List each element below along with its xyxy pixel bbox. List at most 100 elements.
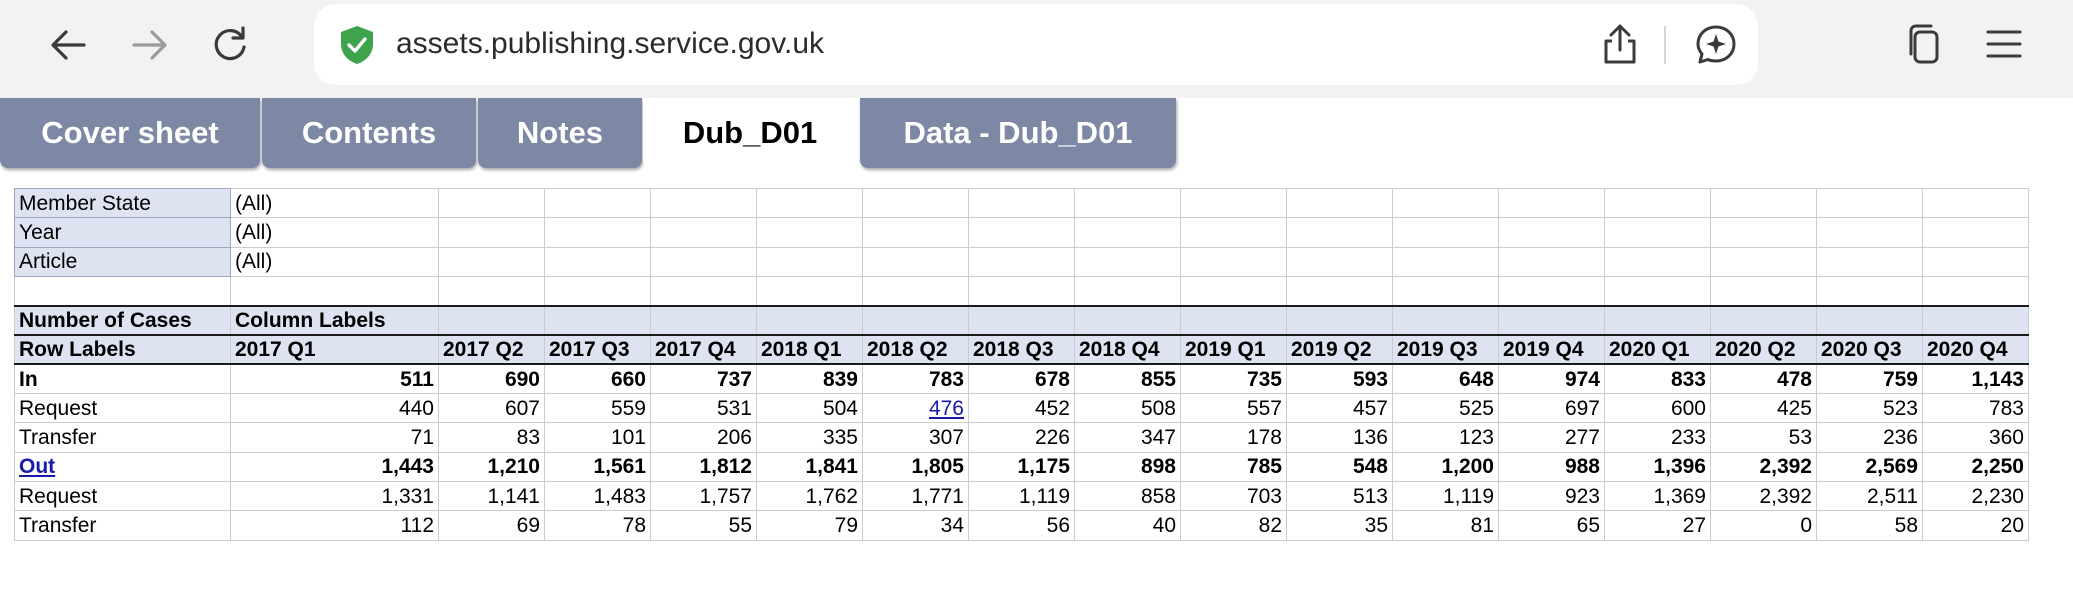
empty-cell[interactable] [1604,275,1711,307]
value-cell[interactable]: 478 [1710,363,1817,395]
header-empty-cell[interactable] [544,304,651,336]
value-cell[interactable]: 523 [1816,393,1923,424]
value-cell[interactable]: 1,757 [650,480,757,512]
header-empty-cell[interactable] [438,304,545,336]
empty-cell[interactable] [1710,275,1817,307]
value-cell[interactable]: 425 [1710,393,1817,424]
out-link[interactable]: Out [19,455,56,479]
filter-name-cell[interactable]: Article [14,246,231,277]
value-cell[interactable]: 65 [1498,510,1605,541]
value-cell[interactable]: 34 [862,510,969,541]
tabs-icon[interactable] [1900,20,1948,68]
empty-cell[interactable] [756,217,863,248]
row-labels-cell[interactable]: Row Labels [14,333,231,366]
value-cell[interactable]: 898 [1074,451,1181,482]
empty-cell[interactable] [968,217,1075,248]
value-cell[interactable]: 226 [968,422,1075,453]
value-cell[interactable]: 360 [1922,422,2029,453]
value-cell[interactable]: 858 [1074,480,1181,512]
value-cell[interactable]: 56 [968,510,1075,541]
value-cell[interactable]: 607 [438,393,545,424]
column-header-cell[interactable]: 2018 Q2 [862,333,969,366]
column-header-cell[interactable]: 2020 Q2 [1710,333,1817,366]
value-cell[interactable]: 112 [230,510,439,541]
value-cell[interactable]: 504 [756,393,863,424]
column-header-cell[interactable]: 2019 Q3 [1392,333,1499,366]
header-empty-cell[interactable] [756,304,863,336]
value-cell[interactable]: 697 [1498,393,1605,424]
filter-value-cell[interactable]: (All) [230,187,439,219]
value-cell[interactable]: 1,369 [1604,480,1711,512]
forward-button[interactable] [124,19,176,71]
empty-cell[interactable] [1286,187,1393,219]
value-cell[interactable]: 785 [1180,451,1287,482]
value-cell[interactable]: 2,230 [1922,480,2029,512]
value-cell[interactable]: 78 [544,510,651,541]
column-header-cell[interactable]: 2018 Q4 [1074,333,1181,366]
value-cell[interactable]: 1,396 [1604,451,1711,482]
column-header-cell[interactable]: 2018 Q3 [968,333,1075,366]
empty-cell[interactable] [544,275,651,307]
empty-cell[interactable] [1286,217,1393,248]
column-header-cell[interactable]: 2020 Q4 [1922,333,2029,366]
value-cell[interactable]: 660 [544,363,651,395]
value-cell[interactable]: 525 [1392,393,1499,424]
empty-cell[interactable] [1922,275,2029,307]
column-header-cell[interactable]: 2019 Q2 [1286,333,1393,366]
header-empty-cell[interactable] [1710,304,1817,336]
tab-dub-d01[interactable]: Dub_D01 [643,98,857,168]
value-cell[interactable]: 2,569 [1816,451,1923,482]
filter-value-cell[interactable]: (All) [230,217,439,248]
value-cell[interactable]: 27 [1604,510,1711,541]
back-button[interactable] [42,19,94,71]
value-cell[interactable]: 839 [756,363,863,395]
header-empty-cell[interactable] [1074,304,1181,336]
value-cell[interactable]: 82 [1180,510,1287,541]
value-cell[interactable]: 236 [1816,422,1923,453]
filter-name-cell[interactable]: Member State [14,187,231,219]
value-cell[interactable]: 1,443 [230,451,439,482]
empty-cell[interactable] [862,246,969,277]
empty-cell[interactable] [1392,246,1499,277]
value-cell[interactable]: 71 [230,422,439,453]
header-empty-cell[interactable] [1286,304,1393,336]
empty-cell[interactable] [1816,217,1923,248]
value-cell[interactable]: 735 [1180,363,1287,395]
value-cell[interactable]: 1,210 [438,451,545,482]
value-cell[interactable]: 783 [1922,393,2029,424]
tab-notes[interactable]: Notes [478,98,642,168]
value-cell[interactable]: 737 [650,363,757,395]
empty-cell[interactable] [1180,275,1287,307]
empty-cell[interactable] [544,246,651,277]
empty-cell[interactable] [968,246,1075,277]
empty-cell[interactable] [756,275,863,307]
value-cell[interactable]: 69 [438,510,545,541]
empty-cell[interactable] [1498,275,1605,307]
header-empty-cell[interactable] [1922,304,2029,336]
value-cell[interactable]: 923 [1498,480,1605,512]
value-cell[interactable]: 988 [1498,451,1605,482]
empty-cell[interactable] [1922,187,2029,219]
value-cell[interactable]: 123 [1392,422,1499,453]
share-icon[interactable] [1597,22,1643,68]
value-cell[interactable]: 136 [1286,422,1393,453]
row-label-cell[interactable]: Request [14,393,231,424]
row-label-cell[interactable]: In [14,363,231,395]
empty-cell[interactable] [1392,187,1499,219]
value-cell[interactable]: 2,250 [1922,451,2029,482]
empty-cell[interactable] [1816,246,1923,277]
empty-cell[interactable] [650,187,757,219]
value-cell[interactable]: 974 [1498,363,1605,395]
empty-cell[interactable] [862,187,969,219]
value-cell[interactable]: 335 [756,422,863,453]
tab-contents[interactable]: Contents [262,98,476,168]
value-cell[interactable]: 206 [650,422,757,453]
value-cell[interactable]: 783 [862,363,969,395]
column-header-cell[interactable]: 2020 Q3 [1816,333,1923,366]
empty-cell[interactable] [1604,246,1711,277]
value-cell[interactable]: 1,771 [862,480,969,512]
value-cell[interactable]: 53 [1710,422,1817,453]
value-cell[interactable]: 233 [1604,422,1711,453]
empty-cell[interactable] [1498,217,1605,248]
value-cell[interactable]: 1,143 [1922,363,2029,395]
